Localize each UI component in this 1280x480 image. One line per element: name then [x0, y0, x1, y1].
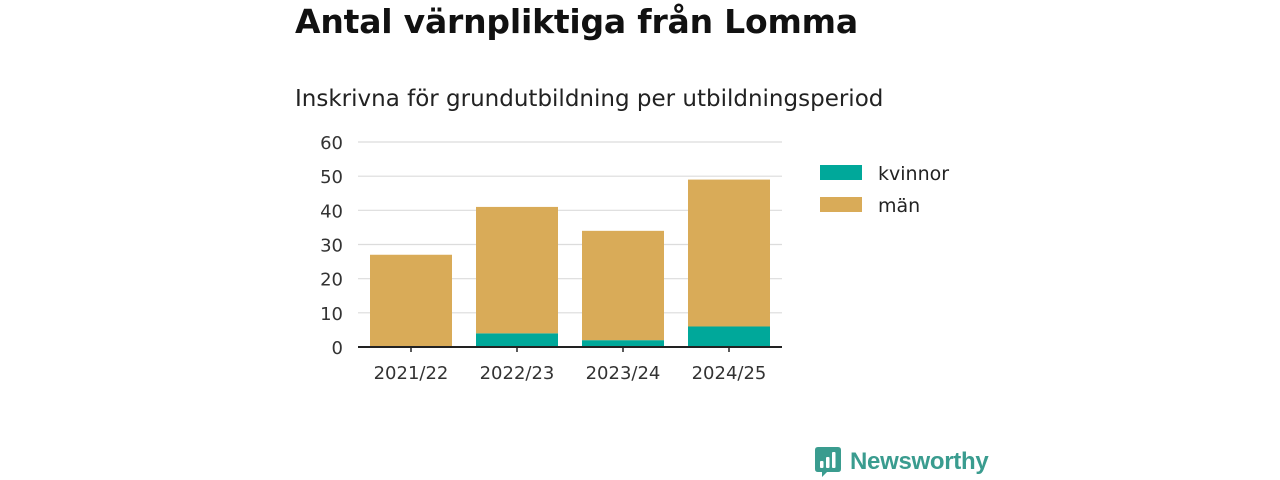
stacked-bar-chart: 0 10 20 30 40 50 60 2021/22 2022/23 2023/24 2024/…	[320, 133, 949, 384]
legend-swatch-kvinnor	[820, 165, 862, 180]
x-tick-label: 2024/25	[692, 363, 767, 384]
bar-kvinnor-2	[582, 340, 664, 347]
y-tick-label: 50	[320, 167, 343, 188]
brand: Newsworthy	[814, 446, 989, 478]
bar-man-1	[476, 206, 558, 334]
y-tick-label: 0	[332, 338, 343, 359]
legend: kvinnor män	[820, 163, 949, 217]
legend-swatch-man	[820, 197, 862, 212]
bar-kvinnor-1	[476, 333, 558, 347]
bar-man-2	[582, 230, 664, 341]
y-tick-label: 30	[320, 236, 343, 257]
chart-title: Antal värnpliktiga från Lomma	[295, 2, 858, 41]
bar-man-3	[688, 179, 770, 327]
y-tick-label: 60	[320, 133, 343, 154]
bar-man-0	[370, 254, 452, 347]
y-tick-label: 40	[320, 201, 343, 222]
x-tick-label: 2022/23	[480, 363, 555, 384]
y-tick-label: 10	[320, 304, 343, 325]
brand-name: Newsworthy	[850, 448, 989, 475]
x-axis	[358, 346, 782, 352]
y-axis-ticks: 0 10 20 30 40 50 60	[320, 133, 343, 359]
x-tick-label: 2023/24	[586, 363, 661, 384]
legend-label-kvinnor: kvinnor	[878, 163, 949, 185]
bars	[370, 179, 770, 347]
y-tick-label: 20	[320, 270, 343, 291]
x-axis-ticks: 2021/22 2022/23 2023/24 2024/25	[374, 363, 767, 384]
bar-kvinnor-3	[688, 326, 770, 347]
legend-label-man: män	[878, 195, 920, 217]
x-tick-label: 2021/22	[374, 363, 449, 384]
chart-subtitle: Inskrivna för grundutbildning per utbild…	[295, 86, 884, 112]
newsworthy-logo-icon	[815, 447, 841, 477]
